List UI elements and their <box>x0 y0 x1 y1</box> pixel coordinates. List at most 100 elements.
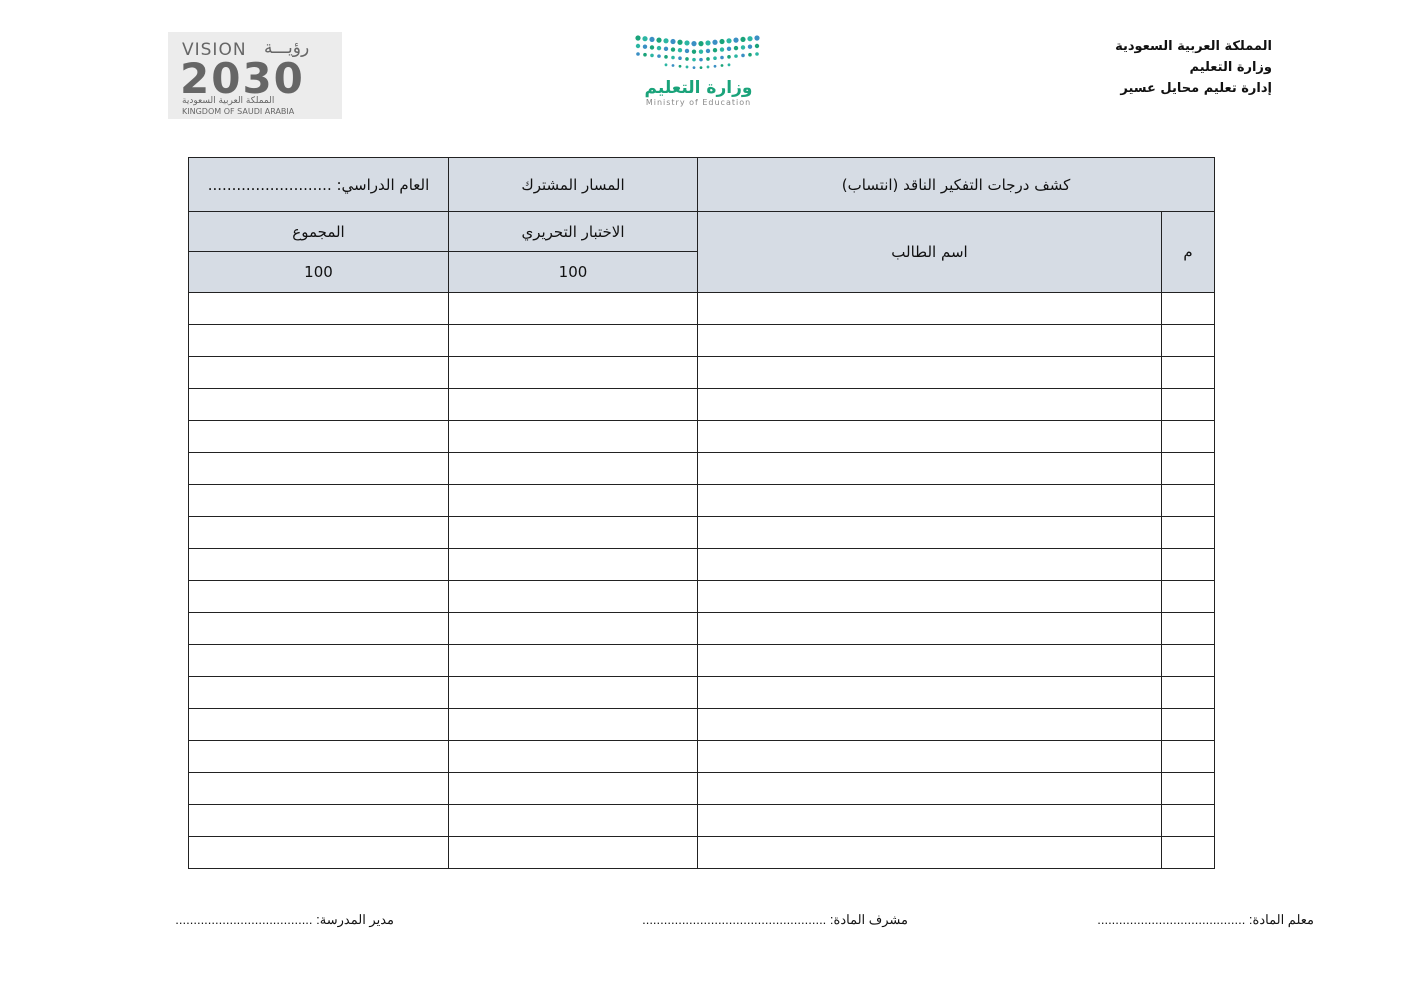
logo-dot <box>678 56 682 61</box>
logo-dot <box>664 55 668 59</box>
empty-cell <box>696 580 1163 613</box>
logo-dot <box>670 47 676 52</box>
vision-year: 2030 <box>180 54 305 103</box>
empty-cell <box>1161 740 1216 773</box>
logo-dot <box>719 47 725 52</box>
logo-dot <box>650 53 654 58</box>
column-header: م <box>1161 211 1216 293</box>
empty-cell <box>1161 484 1216 517</box>
empty-cell <box>448 324 698 357</box>
empty-cell <box>696 420 1163 453</box>
empty-row <box>188 612 1216 645</box>
column-header: المجموع <box>188 211 449 252</box>
logo-dot <box>663 46 669 52</box>
empty-cell <box>696 516 1163 549</box>
empty-cell <box>1161 676 1216 709</box>
header-line: وزارة التعليم <box>1189 60 1273 75</box>
logo-dot <box>684 40 690 46</box>
empty-cell <box>448 356 698 389</box>
empty-cell <box>1161 420 1216 453</box>
logo-dot <box>740 45 746 50</box>
empty-cell <box>696 804 1163 837</box>
logo-dot <box>656 37 662 43</box>
empty-cell <box>188 644 449 677</box>
empty-cell <box>188 452 449 485</box>
logo-dot <box>678 64 682 68</box>
logo-dot <box>657 54 661 58</box>
logo-dot <box>677 48 683 53</box>
logo-dot <box>656 45 662 51</box>
logo-dot <box>713 64 717 68</box>
logo-dot <box>649 36 655 43</box>
empty-cell <box>696 388 1163 421</box>
column-header: الاختبار التحريري <box>448 211 698 252</box>
logo-dot <box>691 49 697 54</box>
logo-dot <box>642 44 648 49</box>
logo-dot <box>705 48 711 54</box>
logo-dot <box>727 55 731 59</box>
logo-dot <box>671 64 675 67</box>
empty-row <box>188 676 1216 709</box>
ministry-name-en: Ministry of Education <box>645 98 752 107</box>
empty-cell <box>188 836 449 869</box>
logo-dot <box>726 38 732 44</box>
empty-cell <box>448 740 698 773</box>
empty-cell <box>1161 644 1216 677</box>
empty-cell <box>696 548 1163 581</box>
logo-dot <box>705 40 711 46</box>
empty-row <box>188 420 1216 453</box>
empty-cell <box>1161 388 1216 421</box>
logo-dot <box>698 41 704 47</box>
ministry-name-ar: وزارة التعليم <box>644 78 753 98</box>
logo-dot <box>754 35 760 41</box>
empty-cell <box>188 420 449 453</box>
empty-cell <box>188 388 449 421</box>
empty-cell <box>448 612 698 645</box>
empty-cell <box>1161 708 1216 741</box>
empty-cell <box>1161 612 1216 645</box>
empty-row <box>188 740 1216 773</box>
empty-cell <box>696 612 1163 645</box>
empty-cell <box>188 484 449 517</box>
empty-cell <box>696 740 1163 773</box>
logo-dot <box>733 45 739 51</box>
empty-cell <box>696 356 1163 389</box>
empty-cell <box>188 612 449 645</box>
logo-dot <box>670 38 676 45</box>
empty-cell <box>448 580 698 613</box>
footer-signature: معلم المادة: ...........................… <box>1097 912 1314 927</box>
logo-dot <box>635 43 641 49</box>
empty-cell <box>696 836 1163 869</box>
empty-cell <box>448 708 698 741</box>
empty-cell <box>188 516 449 549</box>
logo-dot <box>664 63 668 67</box>
empty-cell <box>696 484 1163 517</box>
empty-cell <box>188 708 449 741</box>
vision-word-ar: رؤيـــة <box>264 38 310 58</box>
empty-cell <box>448 644 698 677</box>
empty-cell <box>1161 324 1216 357</box>
logo-dot <box>699 66 703 70</box>
logo-dot <box>740 36 746 43</box>
empty-row <box>188 356 1216 389</box>
empty-cell <box>448 676 698 709</box>
vision-kingdom-en: KINGDOM OF SAUDI ARABIA <box>182 107 295 116</box>
header-lines: المملكة العربية السعودية وزارة التعليم إ… <box>1115 36 1272 99</box>
empty-row <box>188 580 1216 613</box>
max-score: 100 <box>448 251 698 293</box>
empty-row <box>188 292 1216 325</box>
empty-row <box>188 388 1216 421</box>
empty-cell <box>696 676 1163 709</box>
logo-dot <box>677 39 683 45</box>
footer-signature: مدير المدرسة: ..........................… <box>175 912 394 927</box>
empty-row <box>188 644 1216 677</box>
empty-cell <box>188 292 449 325</box>
empty-cell <box>188 772 449 805</box>
logo-dot <box>706 65 710 69</box>
logo-dot <box>720 64 724 67</box>
empty-cell <box>696 324 1163 357</box>
empty-row <box>188 836 1216 869</box>
vision-kingdom-ar: المملكة العربية السعودية <box>182 96 275 106</box>
ministry-logo: وزارة التعليم Ministry of Education <box>626 32 771 118</box>
